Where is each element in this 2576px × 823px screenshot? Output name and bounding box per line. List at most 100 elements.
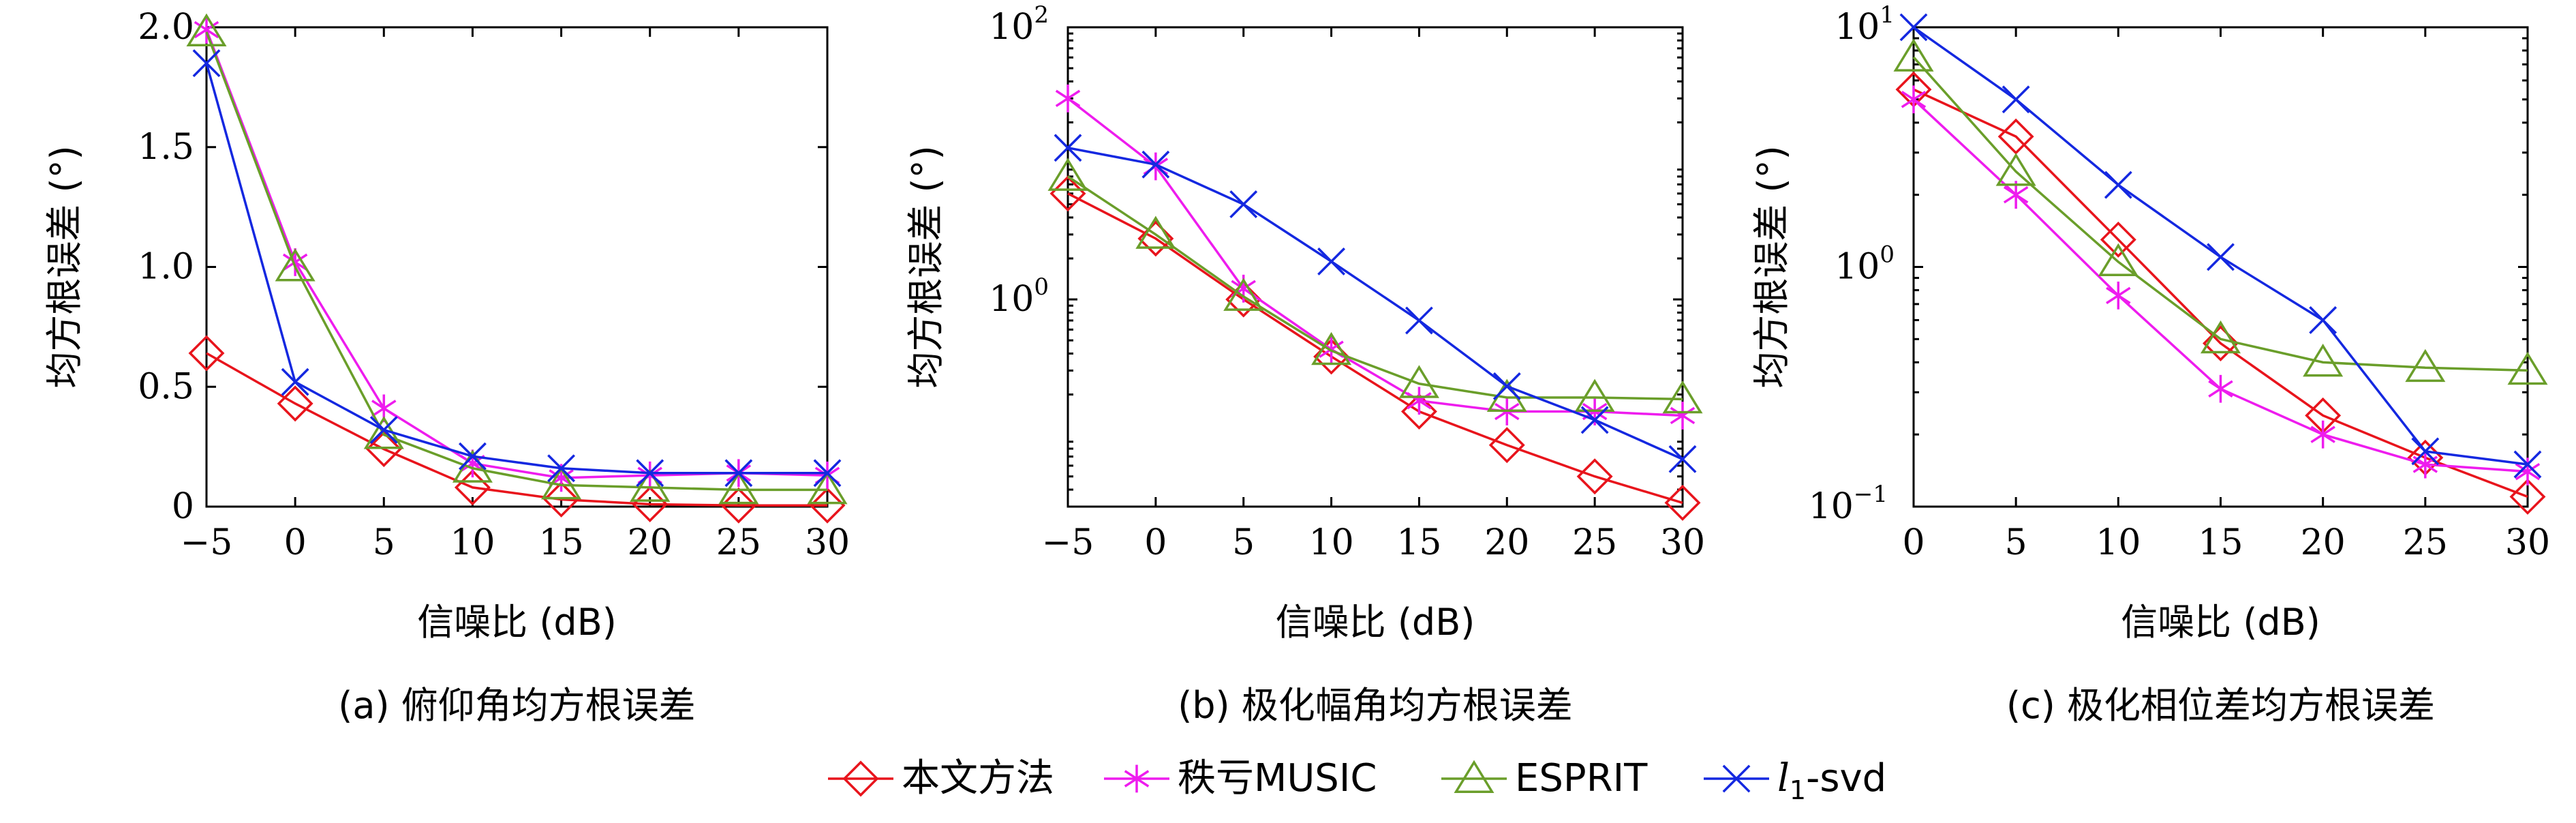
series-ESPRIT xyxy=(1047,158,1703,414)
y-axis-label: 均方根误差 (°) xyxy=(43,145,86,388)
data-point-marker xyxy=(1997,118,2034,155)
data-point-marker xyxy=(365,431,402,468)
data-point-marker xyxy=(1141,150,1170,179)
data-point-marker xyxy=(547,454,576,483)
plot-frame xyxy=(1067,26,1684,508)
data-point-marker xyxy=(636,459,664,488)
plot-frame xyxy=(1912,26,2529,508)
data-point-marker xyxy=(1317,248,1346,275)
chart-panel-3: 0 5 10 15 20 25 30 10−1 100 101 信噪比 (dB) 均方根误差 (°) (… xyxy=(1750,1,2550,727)
data-point-marker xyxy=(2100,221,2136,258)
data-point-marker xyxy=(1055,84,1081,113)
subplot-caption: (c) 极化相位差均方根误差 xyxy=(2006,684,2435,727)
legend-marker xyxy=(842,760,879,797)
data-point-marker xyxy=(186,13,227,46)
y-tick-label: 2.0 xyxy=(138,7,194,48)
legend: 本文方法 秩亏MUSIC ESPRIT l1-svd xyxy=(828,756,1886,805)
data-point-marker xyxy=(813,459,842,488)
data-point-marker xyxy=(1670,402,1696,430)
data-point-marker xyxy=(2513,450,2542,479)
x-tick-label: 10 xyxy=(1308,522,1353,563)
data-point-marker xyxy=(2106,281,2131,310)
y-tick-label: 0 xyxy=(172,486,194,527)
data-point-marker xyxy=(2002,85,2030,114)
series-line xyxy=(1913,88,2528,498)
data-point-marker xyxy=(1668,445,1697,473)
data-point-marker xyxy=(1576,458,1613,495)
data-point-marker xyxy=(369,416,398,444)
y-tick-label: 100 xyxy=(989,273,1049,320)
subplot-caption: (b) 极化幅角均方根误差 xyxy=(1178,684,1573,727)
data-point-marker xyxy=(1901,85,1927,114)
y-tick-label: 10−1 xyxy=(1809,481,1888,527)
data-point-marker xyxy=(188,335,225,372)
x-tick-label: 25 xyxy=(716,522,761,563)
y-axis-label: 均方根误差 (°) xyxy=(904,145,947,388)
data-point-marker xyxy=(1488,427,1525,464)
data-point-marker xyxy=(1893,38,1934,72)
x-axis-label: 信噪比 (dB) xyxy=(1276,601,1475,644)
x-tick-label: 5 xyxy=(373,522,395,563)
series-l1-svd xyxy=(1899,13,2542,479)
x-tick-label: 15 xyxy=(2198,522,2243,563)
data-point-marker xyxy=(543,481,580,518)
x-tick-label: 15 xyxy=(538,522,583,563)
data-point-marker xyxy=(2207,243,2235,271)
y-tick-label: 102 xyxy=(989,1,1049,48)
legend-marker xyxy=(1722,764,1751,793)
data-point-marker xyxy=(724,459,753,488)
data-point-marker xyxy=(1047,158,1088,191)
series-line xyxy=(1067,175,1683,401)
x-tick-label: 0 xyxy=(284,522,307,563)
data-point-marker xyxy=(2310,420,2335,449)
data-point-marker xyxy=(2411,437,2440,466)
subplot-caption: (a) 俯仰角均方根误差 xyxy=(338,684,695,727)
x-tick-label: 15 xyxy=(1396,522,1441,563)
series-l1-svd xyxy=(192,49,842,488)
plot-frame xyxy=(205,26,829,508)
legend-label: l1-svd xyxy=(1777,756,1886,805)
series-秩亏MUSIC xyxy=(1901,85,2541,486)
data-point-marker xyxy=(2104,170,2132,199)
x-axis-label: 信噪比 (dB) xyxy=(2121,601,2320,644)
series-line xyxy=(1912,56,2528,372)
data-point-marker xyxy=(541,466,582,500)
data-point-marker xyxy=(1311,331,1352,365)
y-tick-label: 0.5 xyxy=(138,366,194,407)
data-point-marker xyxy=(282,248,308,276)
legend-label: ESPRIT xyxy=(1515,756,1648,800)
data-point-marker xyxy=(1400,393,1437,430)
series-本文方法 xyxy=(1895,71,2546,515)
x-tick-label: −5 xyxy=(1042,522,1094,563)
series-秩亏MUSIC xyxy=(1055,84,1696,430)
data-point-marker xyxy=(1405,306,1433,335)
x-tick-label: 10 xyxy=(2096,522,2141,563)
series-ESPRIT xyxy=(186,13,848,505)
x-tick-label: 30 xyxy=(2505,522,2550,563)
data-point-marker xyxy=(192,49,221,78)
data-point-marker xyxy=(1398,365,1439,398)
data-point-marker xyxy=(2515,458,2541,486)
data-point-marker xyxy=(1225,281,1262,318)
y-axis-label: 均方根误差 (°) xyxy=(1750,145,1793,388)
legend-label: 本文方法 xyxy=(902,756,1054,800)
series-line xyxy=(1067,192,1683,505)
x-tick-label: 30 xyxy=(1660,522,1705,563)
legend-entry: ESPRIT xyxy=(1441,756,1648,800)
data-point-marker xyxy=(1580,406,1609,434)
data-point-marker xyxy=(194,16,219,44)
y-tick-label: 101 xyxy=(1835,1,1895,48)
data-point-marker xyxy=(1574,378,1615,412)
data-point-marker xyxy=(720,487,757,524)
data-point-marker xyxy=(1137,220,1174,257)
data-point-marker xyxy=(275,248,316,282)
x-tick-label: −5 xyxy=(181,522,233,563)
series-line xyxy=(1067,147,1683,460)
series-本文方法 xyxy=(188,335,846,524)
legend-marker xyxy=(1454,760,1494,793)
data-point-marker xyxy=(1223,278,1264,311)
x-tick-label: 20 xyxy=(1484,522,1529,563)
x-tick-label: 10 xyxy=(450,522,495,563)
data-point-marker xyxy=(1492,372,1521,400)
data-point-marker xyxy=(2405,348,2446,383)
